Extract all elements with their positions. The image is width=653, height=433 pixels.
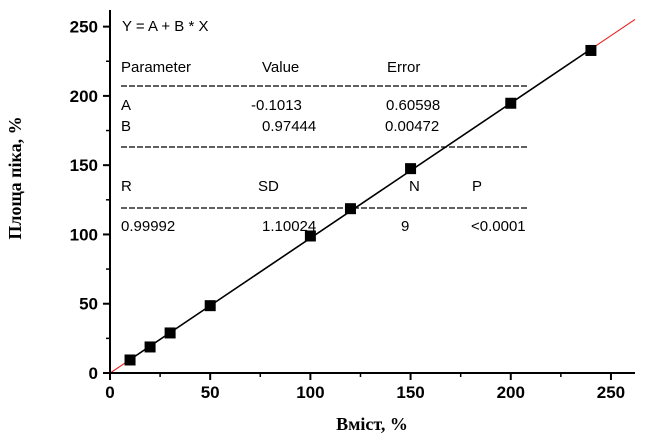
x-axis-label: Вміст, % xyxy=(336,414,408,433)
data-point xyxy=(304,230,316,242)
x-tick-label: 250 xyxy=(597,383,625,402)
x-tick-label: 200 xyxy=(497,383,525,402)
y-tick-label: 100 xyxy=(70,225,98,244)
x-tick-label: 0 xyxy=(105,383,114,402)
y-tick-label: 250 xyxy=(70,18,98,37)
fit-param-a-name: A xyxy=(121,97,131,114)
y-tick-label: 200 xyxy=(70,87,98,106)
fit-param-b-name: B xyxy=(121,118,131,135)
fit-param-a-error: 0.60598 xyxy=(386,97,440,114)
fit-stat-sd: 1.10024 xyxy=(262,218,316,235)
fit-header-p: P xyxy=(472,178,482,195)
fit-stat-n: 9 xyxy=(401,218,409,235)
y-tick-label: 50 xyxy=(79,295,98,314)
fit-header-parameter: Parameter xyxy=(121,59,191,76)
data-points xyxy=(124,44,597,366)
x-tick-label: 100 xyxy=(296,383,324,402)
fit-stat-p: <0.0001 xyxy=(471,218,526,235)
fit-table: Y = A + B * X Parameter Value Error A -0… xyxy=(121,18,527,235)
data-point xyxy=(164,327,176,339)
fit-equation: Y = A + B * X xyxy=(122,18,208,35)
fit-param-b-error: 0.00472 xyxy=(385,118,439,135)
fit-line-black xyxy=(129,48,592,361)
data-point xyxy=(204,300,216,312)
data-point xyxy=(124,354,136,366)
y-tick-label: 0 xyxy=(89,364,98,383)
x-tick-label: 150 xyxy=(396,383,424,402)
fit-header-value: Value xyxy=(262,59,299,76)
data-point xyxy=(344,203,356,215)
data-point xyxy=(144,341,156,353)
x-tick-label: 50 xyxy=(201,383,220,402)
fit-header-n: N xyxy=(409,178,420,195)
y-tick-label: 150 xyxy=(70,156,98,175)
fit-param-b-value: 0.97444 xyxy=(262,118,316,135)
fit-param-a-value: -0.1013 xyxy=(251,97,302,114)
data-point xyxy=(505,97,517,109)
fit-header-r: R xyxy=(121,178,132,195)
data-point xyxy=(405,163,417,175)
y-axis-label: Площа піка, % xyxy=(5,116,25,239)
data-point xyxy=(585,44,597,56)
fit-header-error: Error xyxy=(387,59,420,76)
axes: 0 50 100 150 200 250 0 50 100 150 200 250 xyxy=(70,10,635,402)
fit-header-sd: SD xyxy=(258,178,279,195)
fit-stat-r: 0.99992 xyxy=(121,218,175,235)
